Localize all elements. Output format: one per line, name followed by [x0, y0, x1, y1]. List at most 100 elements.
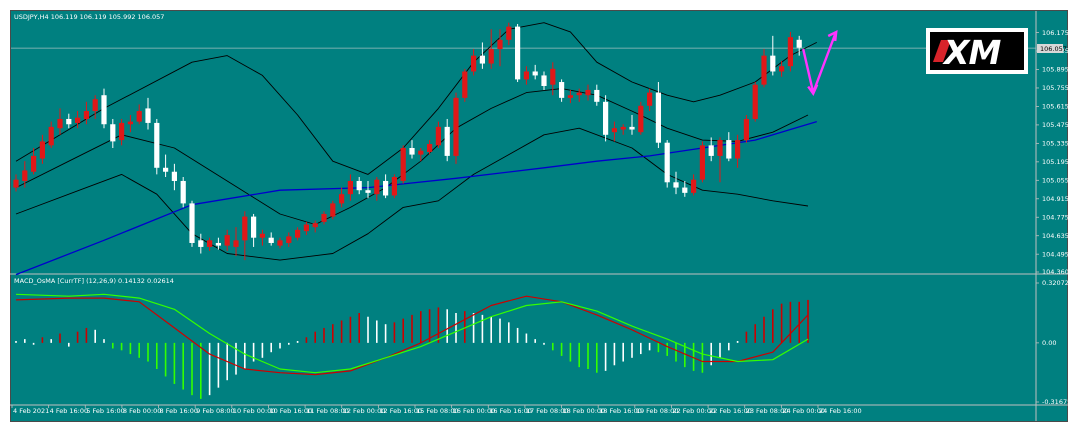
forecast-arrow-down-head [807, 84, 819, 96]
price-tick-label: 104.495 [1042, 250, 1069, 258]
candle-body [391, 177, 397, 196]
candle-body [435, 126, 441, 146]
bollinger-bands [15, 22, 818, 261]
candle-body [664, 142, 670, 183]
candle-body [418, 150, 424, 155]
candle-body [39, 141, 45, 159]
candle-body [101, 95, 107, 125]
bollinger-lower-line [15, 127, 809, 261]
xm-logo: XM [926, 28, 1028, 74]
candle-body [576, 92, 582, 96]
candle-body [383, 180, 389, 196]
candle-body [409, 147, 415, 155]
xm-logo-box: XM [930, 32, 1024, 72]
moving-average-line [15, 120, 817, 276]
candle-body [585, 89, 591, 96]
candle-body [567, 95, 573, 98]
candle-body [559, 82, 565, 98]
candle-body [655, 92, 661, 143]
candle-body [48, 126, 54, 146]
macd-tick-label: 0.00 [1042, 339, 1056, 347]
price-tick-label: 105.475 [1042, 121, 1069, 129]
candle-body [321, 213, 327, 222]
candle-body [286, 236, 292, 243]
candle-body [110, 124, 116, 142]
candle-body [743, 118, 749, 141]
candle-body [611, 128, 617, 133]
forecast-arrow-line [802, 33, 837, 94]
candle-body [57, 118, 63, 129]
candle-body [154, 122, 160, 168]
candle-body [347, 180, 353, 195]
price-tick-label: 105.615 [1042, 103, 1069, 111]
price-tick-label: 104.360 [1042, 268, 1069, 276]
candle-body [233, 240, 239, 247]
price-tick-label: 105.335 [1042, 140, 1069, 148]
candle-body [515, 26, 521, 80]
price-tick-label: 105.895 [1042, 66, 1069, 74]
price-tick-label: 104.915 [1042, 195, 1069, 203]
candle-body [761, 55, 767, 85]
candle-body [682, 187, 688, 193]
candle-body [620, 126, 626, 130]
macd-tick-label: 0.32072 [1042, 279, 1069, 287]
price-tick-label: 105.055 [1042, 177, 1069, 185]
candle-body [295, 229, 301, 238]
time-tick-label: 8 Feb 00:00 [123, 407, 162, 415]
time-tick-label: 22 Feb 16:00 [709, 407, 752, 415]
candle-body [312, 223, 318, 228]
price-tick-label: 104.635 [1042, 232, 1069, 240]
candle-body [770, 55, 776, 72]
time-tick-label: 15 Feb 08:00 [416, 407, 459, 415]
candle-body [31, 155, 37, 172]
candle-body [330, 203, 336, 217]
current-price-tag [1037, 44, 1063, 53]
time-tick-label: 5 Feb 16:00 [86, 407, 125, 415]
time-tick-label: 12 Feb 00:00 [343, 407, 386, 415]
candle-body [374, 179, 380, 195]
candle-body [66, 118, 72, 125]
macd-tick-label: -0.31675 [1042, 398, 1071, 406]
time-tick-label: 4 Feb 16:00 [50, 407, 89, 415]
candle-body [691, 179, 697, 193]
candle-body [638, 105, 644, 133]
candle-body [268, 237, 274, 243]
candle-body [427, 144, 433, 152]
time-tick-label: 18 Feb 16:00 [599, 407, 642, 415]
candle-body [779, 66, 785, 72]
candle-body [127, 121, 133, 125]
bollinger-upper-line [15, 22, 818, 175]
time-tick-label: 11 Feb 08:00 [306, 407, 349, 415]
time-tick-label: 24 Feb 16:00 [819, 407, 862, 415]
candle-body [699, 145, 705, 180]
candle-body [356, 180, 362, 191]
time-tick-label: 17 Feb 08:00 [526, 407, 569, 415]
macd-histogram [15, 299, 809, 399]
candle-body [224, 235, 230, 246]
candle-body [523, 71, 529, 80]
forecast-arrow [802, 29, 838, 96]
macd-series-macd [15, 295, 809, 376]
candle-body [479, 55, 485, 64]
price-tick-label: 104.775 [1042, 213, 1069, 221]
price-tick-label: 105.755 [1042, 84, 1069, 92]
price-tick-label: 105.195 [1042, 158, 1069, 166]
symbol-info-text: USDJPY,H4 106.119 106.119 105.992 106.05… [14, 13, 164, 21]
candle-body [752, 84, 758, 119]
price-axis-labels: 106.175106.035105.895105.755105.615105.4… [1036, 29, 1069, 276]
candle-body [717, 140, 723, 156]
candle-body [251, 216, 257, 238]
candle-body [119, 122, 125, 141]
candle-body [215, 242, 221, 246]
candle-body [242, 216, 248, 241]
candle-body [550, 68, 556, 85]
candle-body [497, 39, 503, 50]
time-tick-label: 22 Feb 00:00 [672, 407, 715, 415]
candle-body [83, 111, 89, 119]
time-tick-label: 23 Feb 08:00 [746, 407, 789, 415]
candle-body [339, 194, 345, 204]
candle-body [532, 71, 538, 76]
candle-body [163, 167, 169, 172]
candle-body [471, 55, 477, 72]
